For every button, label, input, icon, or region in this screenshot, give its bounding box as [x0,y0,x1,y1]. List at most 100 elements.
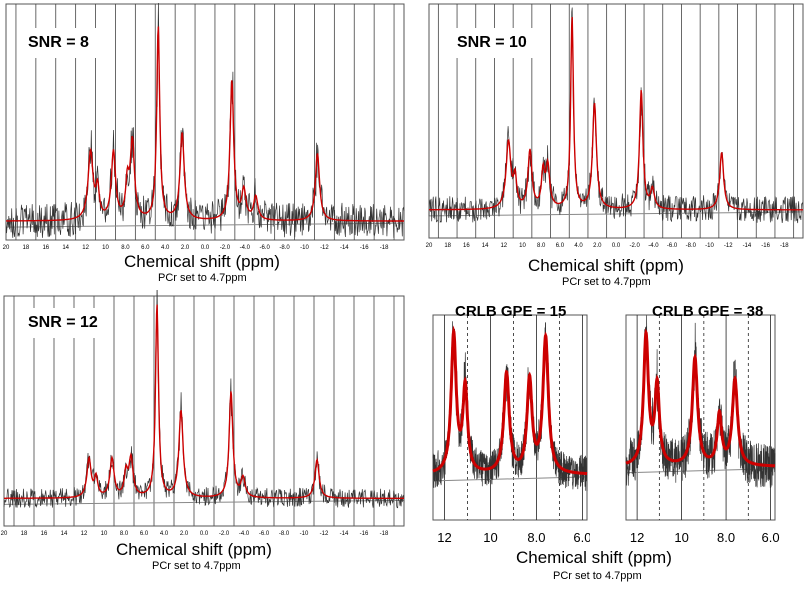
x-tick-label: 6.0 [141,245,150,251]
x-tick-label: 16 [463,243,470,249]
x-tick-label: 10 [483,530,497,545]
chart-title-gpe15: CRLB GPE = 15 [455,303,567,320]
x-tick-label: 12 [82,245,89,251]
series-noisy-spectrum [428,7,804,224]
spectrum-plot-snr8: 20 18 16 14 12 10 8.0 6.0 4.0 2.0 0.0 -2.0 -4.0 -6.0 -… [3,2,405,251]
chart-panel-gpe15: CRLB GPE = 15 12 10 8.0 6.0 [425,295,595,550]
spectrum-plot-gpe38: 12 10 8.0 6.0 [625,314,780,545]
plot-frame [625,314,776,521]
x-tick-label: 12 [81,531,88,537]
x-tick-label: 2.0 [593,243,602,249]
x-tick-label: 8.0 [537,243,546,249]
x-tick-label: 10 [519,243,526,249]
chart-panel-snr10: 20 18 16 14 12 10 8.0 6.0 4.0 2.0 0.0 -2.0 -4.0 -6.0 -… [425,0,812,290]
x-tick-label: -14 [743,243,752,249]
x-tick-label: -10 [705,243,714,249]
x-tick-label: -16 [360,531,369,537]
chart-title-snr10: SNR = 10 [447,28,537,58]
x-tick-label: -6.0 [667,243,678,249]
x-tick-label: -16 [360,245,369,251]
x-tick-label: 4.0 [574,243,583,249]
x-tick-label: -6.0 [260,245,271,251]
x-axis-label-snr12: Chemical shift (ppm) [116,540,272,559]
x-tick-label: -12 [724,243,733,249]
x-tick-label: -12 [320,245,329,251]
series-fit-line [625,328,775,468]
x-tick-label: -4.0 [240,245,251,251]
series-noisy-spectrum [5,2,405,238]
baseline-line [428,211,804,217]
x-tick-label: 20 [3,245,10,251]
spectrum-plot-snr12: 20 18 16 14 12 10 8.0 6.0 4.0 2.0 0.0 -2.0 -4.0 -6.0 -… [1,290,405,537]
x-tick-label: 18 [21,531,28,537]
x-tick-label: 12 [630,530,644,545]
series-fit-line [6,26,404,222]
reference-note-snr12: PCr set to 4.7ppm [152,560,241,572]
x-tick-label: -2.0 [630,243,641,249]
chart-panel-snr8: 20 18 16 14 12 10 8.0 6.0 4.0 2.0 0.0 -2.0 -4.0 -6.0 -… [0,0,410,285]
x-tick-label: 0.0 [200,531,209,537]
x-axis-label-snr10: Chemical shift (ppm) [528,256,684,275]
x-axis-label-crlb: Chemical shift (ppm) [516,548,672,567]
x-tick-label: 20 [426,243,433,249]
x-tick-label: 8.0 [717,530,735,545]
x-tick-label: 6.0 [556,243,565,249]
x-tick-label: 12 [437,530,451,545]
x-tick-label: -14 [340,245,349,251]
x-tick-label: 0.0 [612,243,621,249]
plot-frame [3,295,405,527]
x-tick-label: 2.0 [180,531,189,537]
x-tick-label: -8.0 [686,243,697,249]
x-tick-label: 4.0 [161,245,170,251]
x-tick-label: -18 [780,243,789,249]
x-tick-label: 6.0 [762,530,780,545]
x-tick-label: 14 [62,245,69,251]
plot-frame [5,3,405,241]
reference-note-snr8: PCr set to 4.7ppm [158,272,247,284]
x-tick-label: -4.0 [239,531,250,537]
x-tick-label: -16 [761,243,770,249]
chart-title-snr12: SNR = 12 [18,308,108,338]
x-tick-label: -10 [300,531,309,537]
chart-title-gpe38: CRLB GPE = 38 [652,303,764,320]
x-tick-label: 10 [674,530,688,545]
plot-frame [432,314,588,521]
x-tick-label: 14 [482,243,489,249]
series-fit-line [429,17,803,211]
x-tick-label: 10 [101,531,108,537]
x-tick-label: -8.0 [279,245,290,251]
spectrum-plot-snr10: 20 18 16 14 12 10 8.0 6.0 4.0 2.0 0.0 -2.0 -4.0 -6.0 -… [426,3,804,249]
x-tick-label: -2.0 [220,245,231,251]
x-tick-label: 10 [102,245,109,251]
x-tick-label: -4.0 [648,243,659,249]
x-tick-label: -12 [320,531,329,537]
x-tick-label: 18 [444,243,451,249]
x-tick-label: -18 [380,245,389,251]
chart-title-snr8: SNR = 8 [18,28,99,58]
x-tick-label: 20 [1,531,8,537]
x-tick-label: 14 [61,531,68,537]
reference-note-crlb: PCr set to 4.7ppm [553,570,642,582]
x-tick-label: 6.0 [573,530,590,545]
plot-frame [428,3,804,239]
chart-panel-gpe38: CRLB GPE = 38 12 10 8.0 6.0 [620,295,810,550]
x-tick-label: 0.0 [201,245,210,251]
x-tick-label: 8.0 [120,531,129,537]
x-tick-label: -2.0 [219,531,230,537]
x-tick-label: 8.0 [527,530,545,545]
x-tick-label: -6.0 [259,531,270,537]
x-tick-label: 4.0 [160,531,169,537]
x-tick-label: 18 [23,245,30,251]
x-tick-label: 6.0 [140,531,149,537]
x-tick-label: -10 [300,245,309,251]
x-tick-label: 2.0 [181,245,190,251]
x-tick-label: -18 [380,531,389,537]
x-tick-label: -14 [340,531,349,537]
x-tick-label: 16 [42,245,49,251]
series-fit-line [432,325,588,476]
x-tick-label: 16 [41,531,48,537]
x-tick-label: 12 [500,243,507,249]
x-tick-label: 8.0 [121,245,130,251]
x-axis-label-snr8: Chemical shift (ppm) [124,252,280,271]
spectrum-plot-gpe15: 12 10 8.0 6.0 [432,314,590,545]
